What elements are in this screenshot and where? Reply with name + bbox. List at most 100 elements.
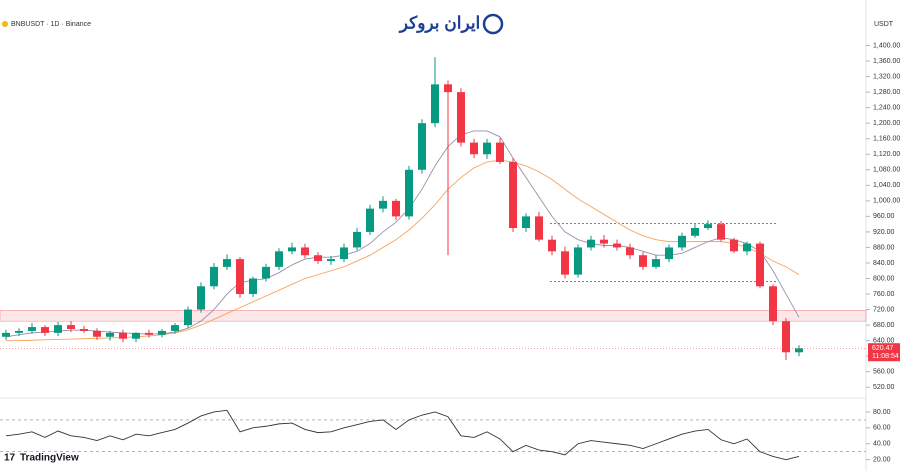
candle-body	[756, 243, 764, 287]
watermark-box	[380, 8, 520, 40]
candle-body	[80, 328, 88, 331]
candle-body	[93, 330, 101, 337]
candle-body	[678, 235, 686, 248]
candle-body	[353, 231, 361, 248]
zone	[0, 310, 867, 322]
candle-body	[28, 327, 36, 331]
y-tick-label: 680.00	[873, 322, 895, 329]
candle-body	[795, 348, 803, 353]
y-tick-label: 1,360.00	[873, 58, 900, 65]
candle-body	[444, 84, 452, 93]
candle-body	[561, 251, 569, 275]
last-price-box	[868, 343, 900, 362]
y-tick-label: 520.00	[873, 384, 895, 391]
candle-body	[145, 332, 153, 335]
candle-body	[457, 92, 465, 143]
candle-body	[769, 286, 777, 322]
candle-body	[652, 259, 660, 267]
y-tick-label: 840.00	[873, 260, 895, 267]
candle-body	[379, 200, 387, 209]
candle-body	[600, 239, 608, 244]
candle-body	[262, 266, 270, 279]
candle-body	[366, 208, 374, 232]
candle-body	[626, 247, 634, 256]
candle-body	[275, 251, 283, 267]
candle-body	[717, 224, 725, 240]
candle-body	[15, 330, 23, 333]
candle-body	[67, 325, 75, 329]
currency: USDT	[874, 21, 894, 28]
candle-body	[522, 216, 530, 229]
brand: TradingView	[20, 453, 79, 464]
candle-body	[496, 142, 504, 163]
candle-body	[483, 142, 491, 155]
rsi-tick-label: 40.00	[873, 441, 891, 448]
y-tick-label: 640.00	[873, 337, 895, 344]
candle-body	[106, 332, 114, 337]
candle-body	[509, 162, 517, 229]
candle-body	[184, 309, 192, 326]
candle-body	[236, 259, 244, 295]
y-tick-label: 1,000.00	[873, 198, 900, 205]
y-tick-label: 800.00	[873, 275, 895, 282]
candle-body	[249, 278, 257, 295]
y-tick-label: 880.00	[873, 244, 895, 251]
y-tick-label: 1,040.00	[873, 182, 900, 189]
candle-body	[301, 247, 309, 256]
candle-body	[405, 169, 413, 217]
y-tick-label: 760.00	[873, 291, 895, 298]
candle-body	[119, 332, 127, 339]
last-price: 620.47	[872, 345, 894, 352]
y-tick-label: 1,160.00	[873, 136, 900, 143]
candle-body	[431, 84, 439, 124]
y-tick-label: 1,200.00	[873, 120, 900, 127]
candle-body	[340, 247, 348, 260]
symbol: BNBUSDT · 1D · Binance	[11, 21, 91, 28]
candle-body	[418, 123, 426, 170]
y-tick-label: 720.00	[873, 306, 895, 313]
rsi-line	[5, 409, 800, 461]
candle-body	[574, 247, 582, 275]
candle-body	[691, 228, 699, 236]
y-tick-label: 1,320.00	[873, 73, 900, 80]
countdown: 11:08:54	[872, 353, 899, 360]
candle-body	[210, 266, 218, 287]
y-tick-label: 1,120.00	[873, 151, 900, 158]
candle-body	[665, 247, 673, 260]
candle-body	[54, 325, 62, 333]
candle-body	[288, 247, 296, 252]
candle-body	[587, 239, 595, 248]
candle-body	[223, 259, 231, 267]
candle-body	[2, 332, 10, 337]
candle-body	[327, 259, 335, 262]
candle-body	[743, 243, 751, 252]
candle-body	[132, 332, 140, 339]
candle-body	[704, 224, 712, 229]
candle-body	[197, 286, 205, 310]
rsi-tick-label: 60.00	[873, 425, 891, 432]
watermark-logo	[482, 13, 504, 35]
symbol-icon	[2, 21, 8, 27]
candle-body	[41, 327, 49, 333]
candle-body	[730, 239, 738, 252]
candle-body	[392, 200, 400, 217]
y-tick-label: 1,080.00	[873, 167, 900, 174]
candle-body	[470, 142, 478, 155]
candle-body	[158, 330, 166, 335]
y-tick-label: 1,280.00	[873, 89, 900, 96]
y-tick-label: 960.00	[873, 213, 895, 220]
y-tick-label: 920.00	[873, 229, 895, 236]
rsi-tick-label: 20.00	[873, 456, 891, 463]
candle-body	[535, 216, 543, 240]
y-tick-label: 560.00	[873, 369, 895, 376]
candle-body	[548, 239, 556, 252]
watermark: ایران بروکر	[398, 13, 481, 33]
candle-body	[314, 255, 322, 262]
y-tick-label: 1,240.00	[873, 105, 900, 112]
candle-body	[782, 321, 790, 353]
y-tick-label: 1,400.00	[873, 42, 900, 49]
candle-body	[639, 255, 647, 267]
candle-body	[613, 243, 621, 248]
